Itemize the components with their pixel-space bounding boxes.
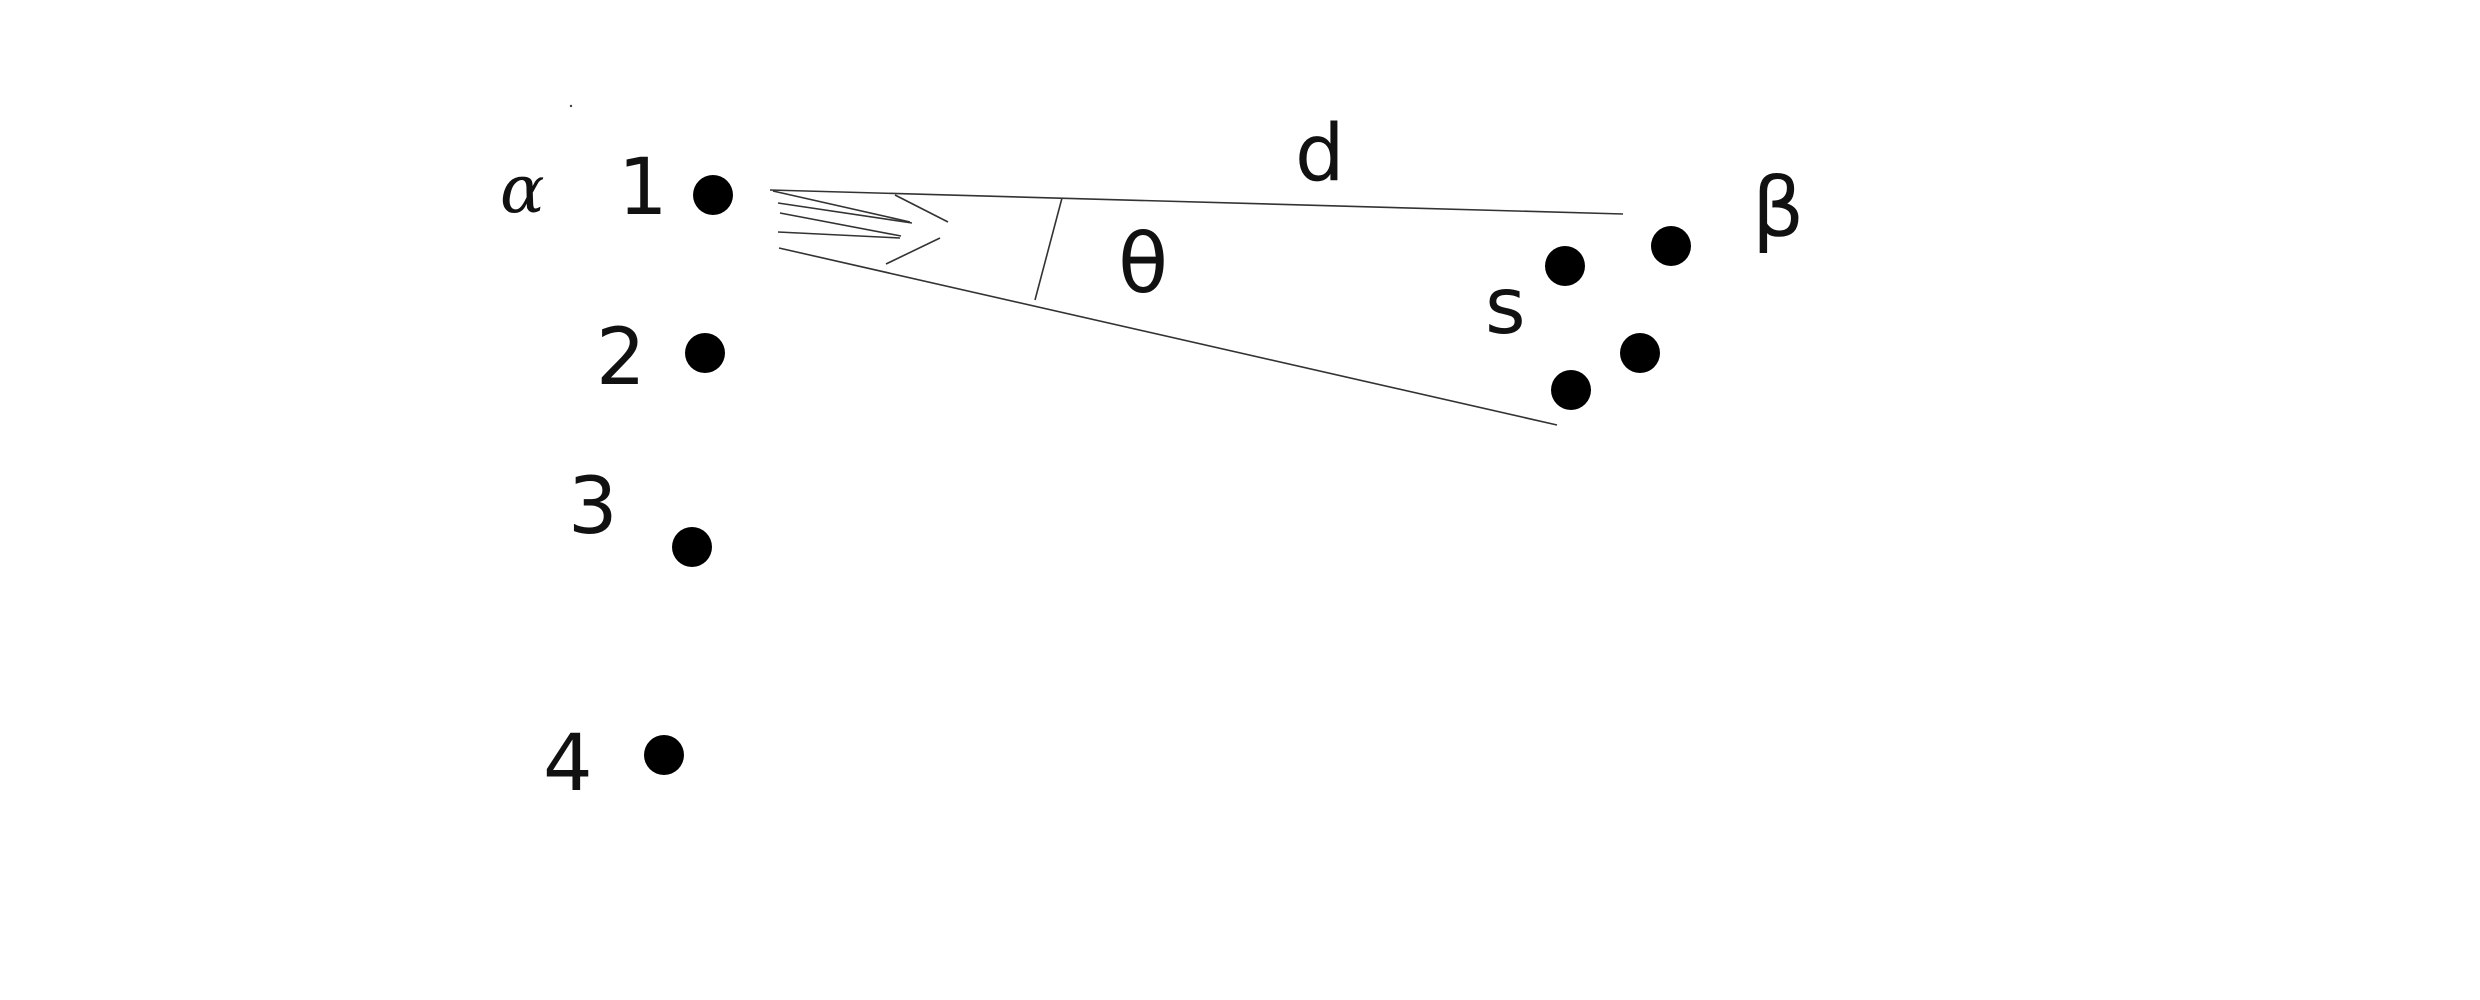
lower-sightline [778, 247, 1558, 426]
sketch-ray-3 [779, 212, 902, 237]
beta-dot-4 [1551, 370, 1591, 410]
sketch-ray-6 [885, 237, 941, 265]
sketch-ray-2 [777, 202, 913, 224]
speck-mark [569, 104, 573, 108]
beta-dot-3 [1620, 333, 1660, 373]
point-3-dot [672, 527, 712, 567]
theta-label: θ [1118, 217, 1168, 312]
point-3-label: 3 [568, 462, 618, 552]
point-2-dot [685, 333, 725, 373]
beta-dot-2 [1651, 226, 1691, 266]
angle-arc [1034, 197, 1063, 301]
point-1-label: 1 [618, 143, 668, 233]
distance-label: d [1295, 109, 1345, 199]
beta-label: β [1752, 161, 1804, 256]
beta-dot-1 [1545, 246, 1585, 286]
sketch-ray-1 [772, 190, 911, 223]
sketch-ray-4 [777, 231, 901, 239]
point-4-dot [644, 735, 684, 775]
point-2-label: 2 [596, 313, 646, 403]
alpha-label: α [500, 151, 545, 228]
separation-label: s [1485, 262, 1526, 352]
upper-sightline [769, 189, 1624, 215]
sketch-ray-5 [894, 194, 949, 223]
point-1-dot [693, 175, 733, 215]
point-4-label: 4 [543, 719, 593, 809]
